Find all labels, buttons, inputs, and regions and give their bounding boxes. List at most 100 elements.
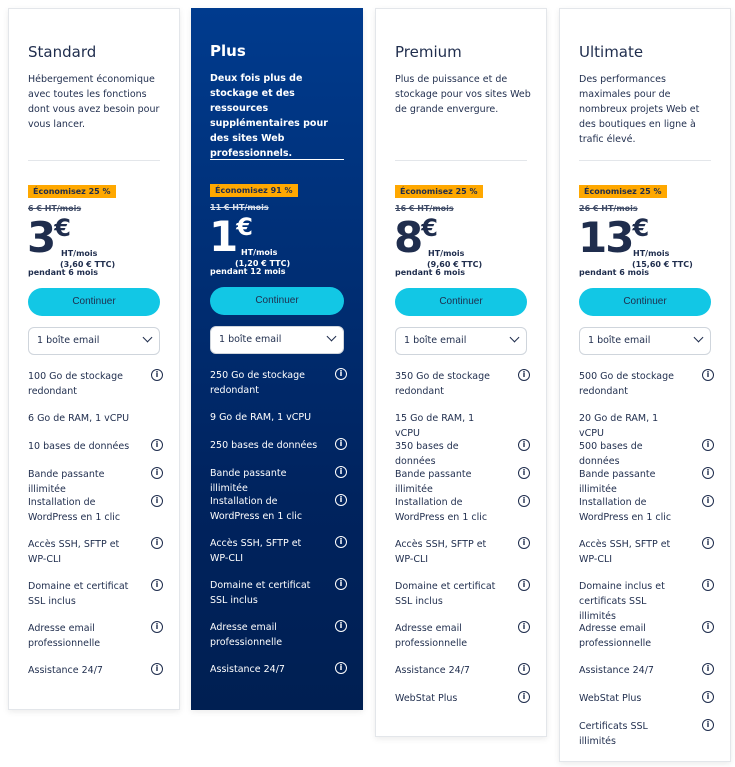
- info-icon[interactable]: i: [518, 495, 530, 507]
- feature-item: 15 Go de RAM, 1 vCPU: [395, 411, 530, 439]
- info-icon[interactable]: i: [151, 663, 163, 675]
- info-icon[interactable]: i: [702, 719, 714, 731]
- email-select-value: 1 boîte email: [37, 335, 100, 346]
- price-ttc: (1,20 € TTC): [235, 259, 291, 268]
- price-currency: €: [236, 213, 253, 241]
- info-icon[interactable]: i: [518, 537, 530, 549]
- feature-item: Bande passante illimitée i: [579, 467, 714, 495]
- info-icon[interactable]: i: [702, 579, 714, 591]
- chevron-down-icon: [509, 332, 520, 343]
- feature-text: Assistance 24/7: [579, 665, 654, 676]
- discount-badge: Économisez 25 %: [579, 185, 667, 198]
- price-value: 1: [209, 212, 238, 261]
- info-icon[interactable]: i: [335, 662, 347, 674]
- info-icon[interactable]: i: [151, 579, 163, 591]
- continue-button[interactable]: Continuer: [395, 288, 527, 316]
- feature-item: Bande passante illimitée i: [210, 466, 347, 494]
- feature-item: Assistance 24/7 i: [28, 663, 163, 691]
- feature-text: 15 Go de RAM, 1 vCPU: [395, 413, 475, 439]
- price-value: 8: [394, 213, 423, 262]
- info-icon[interactable]: i: [518, 621, 530, 633]
- price-unit: HT/mois (3,60 € TTC): [60, 248, 115, 270]
- feature-text: 6 Go de RAM, 1 vCPU: [28, 413, 130, 424]
- plan-title: Ultimate: [579, 43, 644, 61]
- feature-item: Accès SSH, SFTP et WP-CLI i: [210, 536, 347, 578]
- email-select[interactable]: 1 boîte email: [395, 327, 527, 355]
- discount-badge: Économisez 25 %: [395, 185, 483, 198]
- info-icon[interactable]: i: [518, 663, 530, 675]
- price-currency: €: [632, 214, 650, 242]
- plan-card-plus: Plus Deux fois plus de stockage et des r…: [191, 8, 363, 710]
- info-icon[interactable]: i: [335, 578, 347, 590]
- info-icon[interactable]: i: [151, 621, 163, 633]
- info-icon[interactable]: i: [518, 579, 530, 591]
- chevron-down-icon: [326, 331, 337, 342]
- feature-text: Domaine et certificat SSL inclus: [395, 581, 496, 607]
- info-icon[interactable]: i: [702, 439, 714, 451]
- feature-item: 350 Go de stockage redondant i: [395, 369, 530, 411]
- email-select-value: 1 boîte email: [404, 335, 467, 346]
- feature-text: Domaine et certificat SSL inclus: [210, 580, 311, 606]
- plan-title: Standard: [28, 43, 97, 61]
- price-period: pendant 6 mois: [28, 268, 98, 277]
- feature-item: Domaine et certificat SSL inclus i: [210, 578, 347, 620]
- info-icon[interactable]: i: [518, 691, 530, 703]
- feature-text: 500 Go de stockage redondant: [579, 371, 674, 397]
- price-value: 13: [578, 213, 634, 262]
- feature-text: Assistance 24/7: [28, 665, 103, 676]
- info-icon[interactable]: i: [518, 439, 530, 451]
- price: 3€: [27, 215, 71, 261]
- feature-text: WebStat Plus: [579, 693, 642, 704]
- continue-button[interactable]: Continuer: [210, 287, 344, 315]
- feature-text: Accès SSH, SFTP et WP-CLI: [210, 538, 302, 564]
- info-icon[interactable]: i: [702, 663, 714, 675]
- continue-button[interactable]: Continuer: [28, 288, 160, 316]
- divider: [579, 160, 711, 161]
- info-icon[interactable]: i: [518, 467, 530, 479]
- feature-text: Bande passante illimitée: [579, 469, 656, 495]
- price-unit-label: HT/mois: [428, 249, 465, 258]
- feature-item: Adresse email professionnelle i: [579, 621, 714, 663]
- info-icon[interactable]: i: [151, 467, 163, 479]
- feature-item: Adresse email professionnelle i: [395, 621, 530, 663]
- feature-text: Accès SSH, SFTP et WP-CLI: [28, 539, 120, 565]
- price-unit: HT/mois (1,20 € TTC): [235, 247, 290, 269]
- feature-item: Installation de WordPress en 1 clic i: [395, 495, 530, 537]
- feature-item: 250 bases de données i: [210, 438, 347, 466]
- info-icon[interactable]: i: [335, 494, 347, 506]
- info-icon[interactable]: i: [151, 495, 163, 507]
- info-icon[interactable]: i: [151, 439, 163, 451]
- plan-description: Deux fois plus de stockage et des ressou…: [210, 73, 328, 159]
- info-icon[interactable]: i: [151, 369, 163, 381]
- info-icon[interactable]: i: [151, 537, 163, 549]
- feature-text: Bande passante illimitée: [210, 468, 287, 494]
- info-icon[interactable]: i: [702, 369, 714, 381]
- email-select-value: 1 boîte email: [219, 334, 282, 345]
- feature-item: Assistance 24/7 i: [579, 663, 714, 691]
- info-icon[interactable]: i: [335, 620, 347, 632]
- email-select-value: 1 boîte email: [588, 335, 651, 346]
- info-icon[interactable]: i: [335, 438, 347, 450]
- price: 8€: [394, 215, 438, 261]
- info-icon[interactable]: i: [702, 495, 714, 507]
- feature-item: Accès SSH, SFTP et WP-CLI i: [579, 537, 714, 579]
- info-icon[interactable]: i: [702, 537, 714, 549]
- info-icon[interactable]: i: [335, 368, 347, 380]
- feature-item: Certificats SSL illimités i: [579, 719, 714, 747]
- divider: [210, 159, 344, 160]
- info-icon[interactable]: i: [702, 621, 714, 633]
- plan-card-ultimate: Ultimate Des performances maximales pour…: [559, 8, 731, 762]
- email-select[interactable]: 1 boîte email: [579, 327, 711, 355]
- continue-button[interactable]: Continuer: [579, 288, 711, 316]
- info-icon[interactable]: i: [518, 369, 530, 381]
- discount-badge: Économisez 91 %: [210, 184, 298, 197]
- info-icon[interactable]: i: [335, 536, 347, 548]
- feature-item: 250 Go de stockage redondant i: [210, 368, 347, 410]
- feature-text: Installation de WordPress en 1 clic: [28, 497, 121, 523]
- feature-item: Installation de WordPress en 1 clic i: [579, 495, 714, 537]
- email-select[interactable]: 1 boîte email: [210, 326, 344, 354]
- info-icon[interactable]: i: [335, 466, 347, 478]
- info-icon[interactable]: i: [702, 467, 714, 479]
- info-icon[interactable]: i: [702, 691, 714, 703]
- email-select[interactable]: 1 boîte email: [28, 327, 160, 355]
